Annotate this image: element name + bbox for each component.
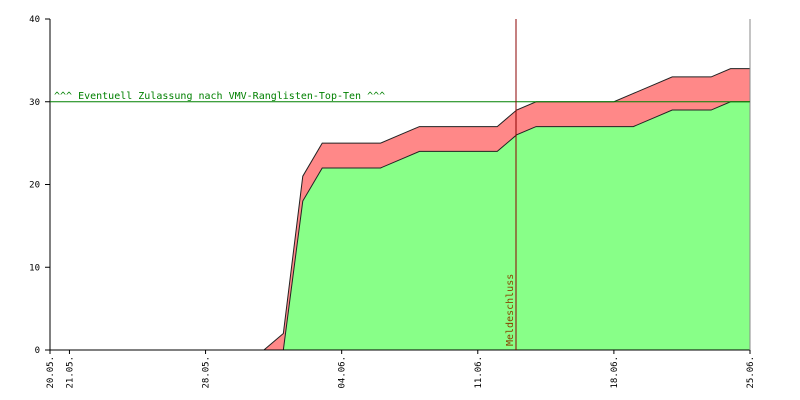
y-tick-label: 0 <box>35 346 40 356</box>
x-tick-label: 04.06. <box>338 356 348 389</box>
threshold-label: ^^^ Eventuell Zulassung nach VMV-Ranglis… <box>54 91 385 102</box>
y-tick-label: 10 <box>29 263 40 273</box>
x-tick-label: 20.05. <box>46 356 56 389</box>
y-tick-label: 30 <box>29 98 40 108</box>
area-stacked <box>50 68 750 351</box>
x-tick-label: 21.05. <box>65 356 75 389</box>
deadline-label: Meldeschluss <box>505 274 516 346</box>
x-tick-label: 28.05. <box>202 356 212 389</box>
x-tick-label: 11.06. <box>474 356 484 389</box>
x-tick-label: 18.06. <box>610 356 620 389</box>
y-tick-label: 40 <box>29 15 40 25</box>
x-tick-label: 25.06. <box>746 356 756 389</box>
area <box>50 101 750 350</box>
y-tick-label: 20 <box>29 181 40 191</box>
